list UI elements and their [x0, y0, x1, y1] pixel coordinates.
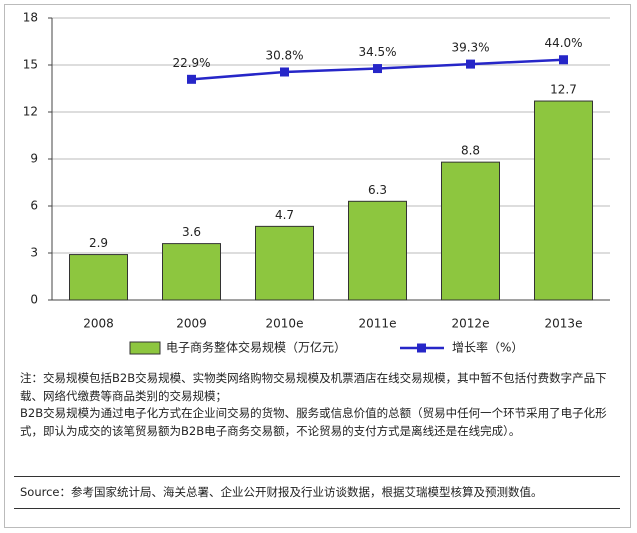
data-label: 4.7 [275, 208, 294, 222]
bar [348, 200, 407, 301]
y-tick-label: 12 [23, 105, 38, 119]
source: Source：参考国家统计局、海关总署、企业公开财报及行业访谈数据，根据艾瑞模型… [20, 485, 543, 499]
bar [162, 243, 221, 301]
data-label: 30.8% [265, 48, 303, 62]
marker [466, 59, 475, 69]
data-label: 6.3 [368, 183, 387, 197]
legend-label: 增长率（%） [452, 340, 523, 355]
legend-swatch [417, 343, 426, 353]
chart: 0 3 6 9 12 15 18 2008 2009 2010e 2011e 2012e 2013e 2.… [23, 11, 610, 355]
marker [373, 64, 382, 74]
y-tick-label: 18 [23, 11, 38, 25]
divider [14, 476, 620, 477]
bar [534, 100, 593, 301]
bar [441, 161, 500, 301]
marker [187, 74, 196, 84]
y-tick-label: 9 [30, 152, 38, 166]
bar [69, 254, 128, 301]
divider [14, 508, 620, 509]
data-label: 34.5% [358, 45, 396, 59]
legend-swatch [129, 341, 161, 355]
x-tick-label: 2010e [266, 317, 304, 331]
legend-label: 电子商务整体交易规模（万亿元） [166, 340, 346, 355]
x-tick-label: 2013e [545, 317, 583, 331]
x-tick-label: 2008 [83, 317, 114, 331]
x-tick-label: 2011e [359, 317, 397, 331]
note: B2B交易规模为通过电子化方式在企业间交易的货物、服务或信息价值的总额（贸易中任… [20, 406, 607, 438]
data-label: 39.3% [451, 41, 489, 55]
frame [4, 4, 631, 528]
bar [255, 225, 314, 301]
x-tick-label: 2009 [176, 317, 207, 331]
y-tick-label: 3 [30, 246, 38, 260]
notes: 注：交易规模包括B2B交易规模、实物类网络购物交易规模及机票酒店在线交易规模，其… [20, 370, 618, 440]
data-label: 3.6 [182, 225, 201, 239]
data-label: 22.9% [172, 56, 210, 70]
x-tick-label: 2012e [452, 317, 490, 331]
y-tick-label: 6 [30, 199, 38, 213]
data-label: 12.7 [550, 83, 577, 97]
data-label: 8.8 [461, 144, 480, 158]
y-tick-label: 15 [23, 58, 38, 72]
marker [280, 67, 289, 77]
data-label: 2.9 [89, 236, 108, 250]
marker [559, 55, 568, 65]
note: 注：交易规模包括B2B交易规模、实物类网络购物交易规模及机票酒店在线交易规模，其… [20, 371, 607, 403]
y-tick-label: 0 [30, 293, 38, 307]
data-label: 44.0% [544, 36, 582, 50]
